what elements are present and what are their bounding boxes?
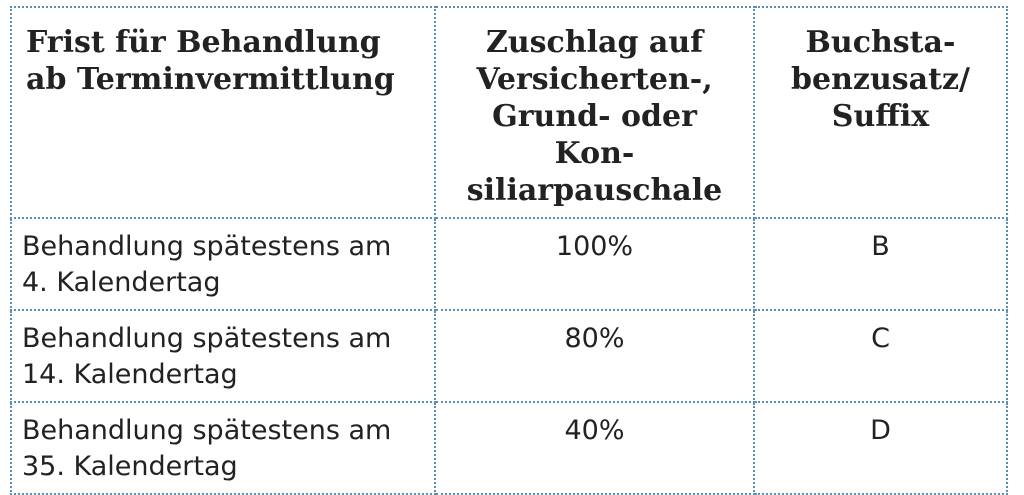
header-suffix: Buchsta- benzusatz/ Suffix (753, 6, 1008, 219)
fee-table: Frist für Behandlung ab Terminvermittlun… (10, 6, 1008, 495)
cell-frist: Behandlung spätestens am 14. Kalendertag (10, 309, 436, 403)
fee-table-container: Frist für Behandlung ab Terminvermittlun… (10, 6, 1008, 495)
header-line: Grund- oder Kon- (492, 99, 697, 171)
table-row: Behandlung spätestens am 35. Kalendertag… (10, 401, 1008, 495)
cell-line: Behandlung spätestens am (22, 231, 392, 262)
cell-line: 4. Kalendertag (22, 267, 221, 298)
cell-zuschlag: 100% (434, 217, 755, 311)
header-line: siliarpauschale (466, 173, 723, 208)
table-row: Behandlung spätestens am 4. Kalendertag … (10, 217, 1008, 311)
header-line: Zuschlag auf (485, 25, 704, 60)
cell-suffix: D (753, 401, 1008, 495)
header-line: Buchsta- (805, 25, 956, 60)
header-frist: Frist für Behandlung ab Terminvermittlun… (10, 6, 436, 219)
header-line: benzusatz/ (791, 62, 970, 97)
cell-line: 35. Kalendertag (22, 451, 238, 482)
cell-zuschlag: 40% (434, 401, 755, 495)
cell-suffix: B (753, 217, 1008, 311)
table-row: Behandlung spätestens am 14. Kalendertag… (10, 309, 1008, 403)
header-line: Suffix (831, 99, 930, 134)
table-header-row: Frist für Behandlung ab Terminvermittlun… (10, 6, 1008, 219)
header-line: Versicherten-, (476, 62, 713, 97)
cell-frist: Behandlung spätestens am 35. Kalendertag (10, 401, 436, 495)
cell-frist: Behandlung spätestens am 4. Kalendertag (10, 217, 436, 311)
cell-suffix: C (753, 309, 1008, 403)
header-zuschlag: Zuschlag auf Versicherten-, Grund- oder … (434, 6, 755, 219)
cell-zuschlag: 80% (434, 309, 755, 403)
header-line: Frist für Behandlung (26, 25, 381, 60)
cell-line: Behandlung spätestens am (22, 323, 392, 354)
cell-line: 14. Kalendertag (22, 359, 238, 390)
header-line: ab Terminvermittlung (26, 62, 395, 97)
cell-line: Behandlung spätestens am (22, 415, 392, 446)
